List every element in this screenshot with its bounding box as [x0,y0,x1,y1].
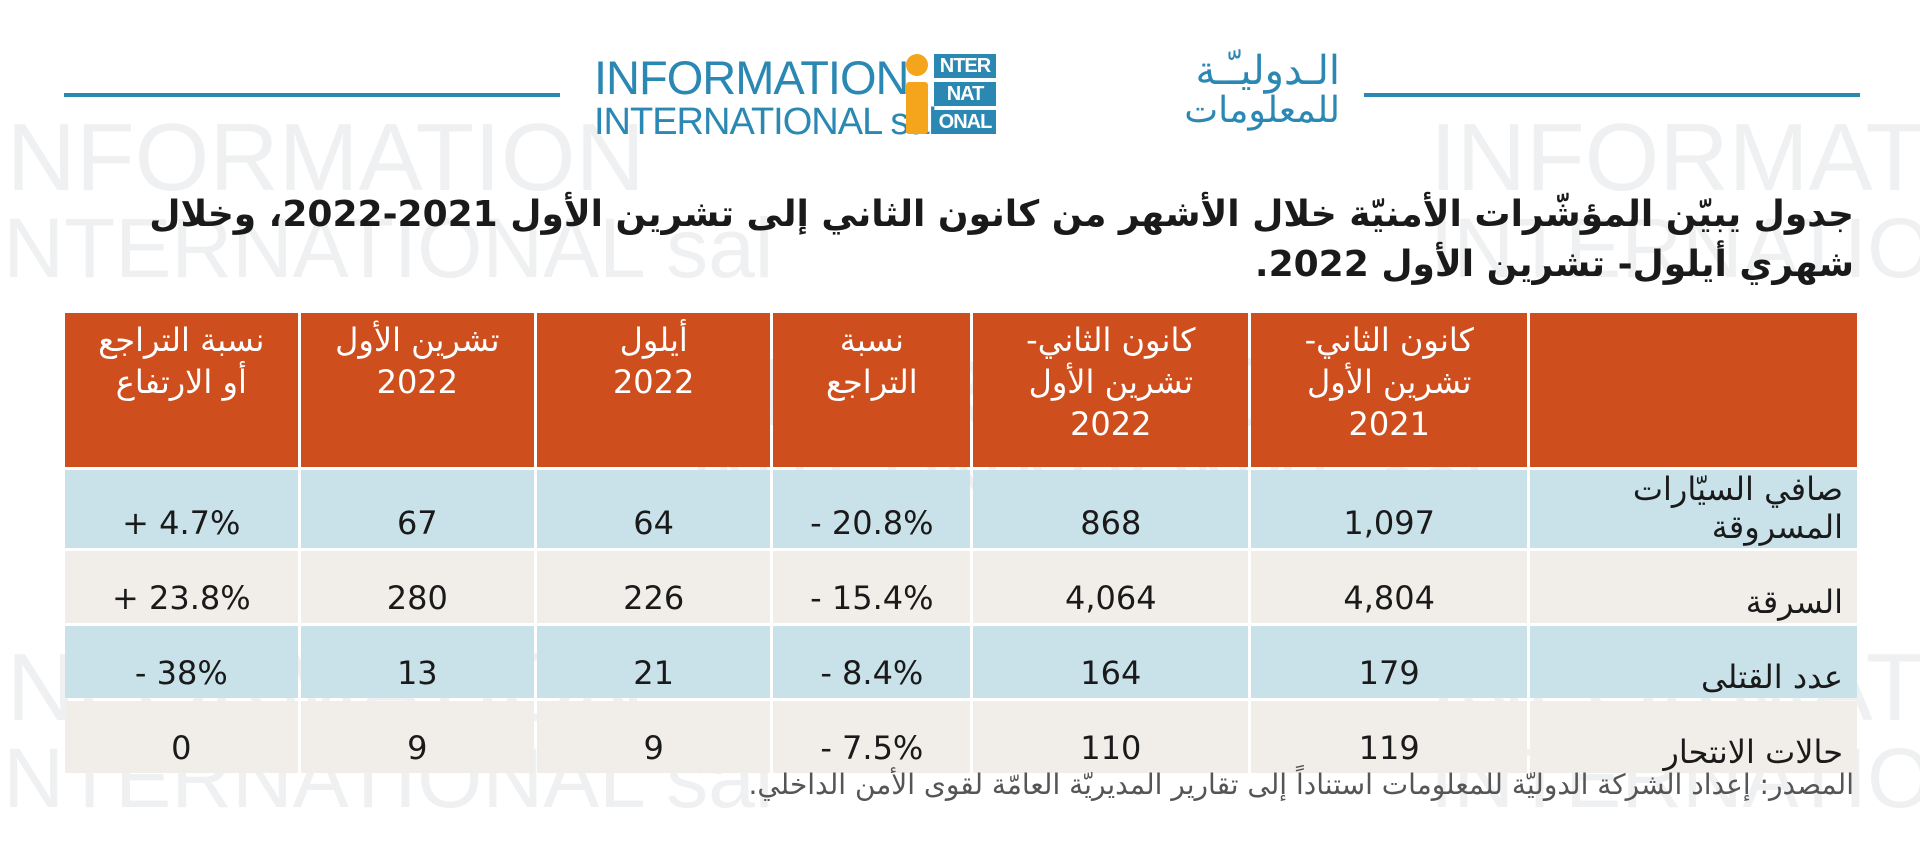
table-row: حالات الانتحار 119 110 - 7.5% 9 9 0 [65,701,1857,773]
table-cell: 226 [537,551,771,623]
source-note: المصدر: إعداد الشركة الدوليّة للمعلومات … [748,768,1854,801]
header-cell-september-2022: أيلول 2022 [537,313,771,467]
table-cell: 4,804 [1251,551,1528,623]
header-cell-indicator [1530,313,1857,467]
table-cell: - 8.4% [773,626,971,698]
table-cell: 4,064 [973,551,1249,623]
table-cell: 13 [300,626,534,698]
table-cell: 868 [973,470,1249,548]
logo-ar-line2: للمعلومات [1184,90,1340,131]
company-logo: INFORMATION INTERNATIONAL sal NTER NAT O… [590,50,1340,143]
table-cell: 179 [1251,626,1528,698]
table-cell: 1,097 [1251,470,1528,548]
row-label: عدد القتلى [1530,626,1857,698]
table-cell: - 15.4% [773,551,971,623]
row-label: السرقة [1530,551,1857,623]
table-cell: 64 [537,470,771,548]
row-label: صافي السيّارات المسروقة [1530,470,1857,548]
header-cell-decline-rate: نسبة التراجع [773,313,971,467]
watermark-logo-right: INFORMATION INTERNATIONAL sal [1430,104,1920,295]
header-cell-jan-oct-2021: كانون الثاني- تشرين الأول 2021 [1251,313,1528,467]
table-header-row: كانون الثاني- تشرين الأول 2021 كانون الث… [65,313,1857,467]
table-cell: 67 [300,470,534,548]
logo-arabic-text: الـدوليـّـة للمعلومات [1010,50,1340,130]
table-cell: 21 [537,626,771,698]
table-cell: + 23.8% [65,551,298,623]
header-cell-change-rate: نسبة التراجع أو الارتفاع [65,313,298,467]
logo-ar-line1: الـدوليـّـة [1195,48,1340,94]
logo-en-line1: INFORMATION [594,51,909,104]
table-row: صافي السيّارات المسروقة 1,097 868 - 20.8… [65,470,1857,548]
logo-i-mark-icon: NTER NAT ONAL [900,52,1000,138]
logo-english-text: INFORMATION INTERNATIONAL sal [594,51,937,143]
table-row: السرقة 4,804 4,064 - 15.4% 226 280 + 23.… [65,551,1857,623]
table-cell: 164 [973,626,1249,698]
table-cell: + 4.7% [65,470,298,548]
page-title: جدول يبيّن المؤشّرات الأمنيّة خلال الأشه… [149,194,1854,285]
row-label: حالات الانتحار [1530,701,1857,773]
table-row: عدد القتلى 179 164 - 8.4% 21 13 - 38% [65,626,1857,698]
header-rule-right [1364,93,1860,97]
header-rule-left [64,93,560,97]
table-cell: 9 [537,701,771,773]
header-cell-october-2022: تشرين الأول 2022 [300,313,534,467]
table-cell: - 20.8% [773,470,971,548]
table-cell: - 38% [65,626,298,698]
header-cell-jan-oct-2022: كانون الثاني- تشرين الأول 2022 [973,313,1249,467]
table-cell: 280 [300,551,534,623]
logo-en-line2: INTERNATIONAL sal [594,101,937,143]
security-indicators-table: كانون الثاني- تشرين الأول 2021 كانون الث… [62,310,1860,776]
table-cell: 110 [973,701,1249,773]
table-cell: - 7.5% [773,701,971,773]
watermark-logo-left: INFORMATION INTERNATIONAL sal [0,104,774,295]
table-cell: 0 [65,701,298,773]
table-cell: 119 [1251,701,1528,773]
table-cell: 9 [300,701,534,773]
